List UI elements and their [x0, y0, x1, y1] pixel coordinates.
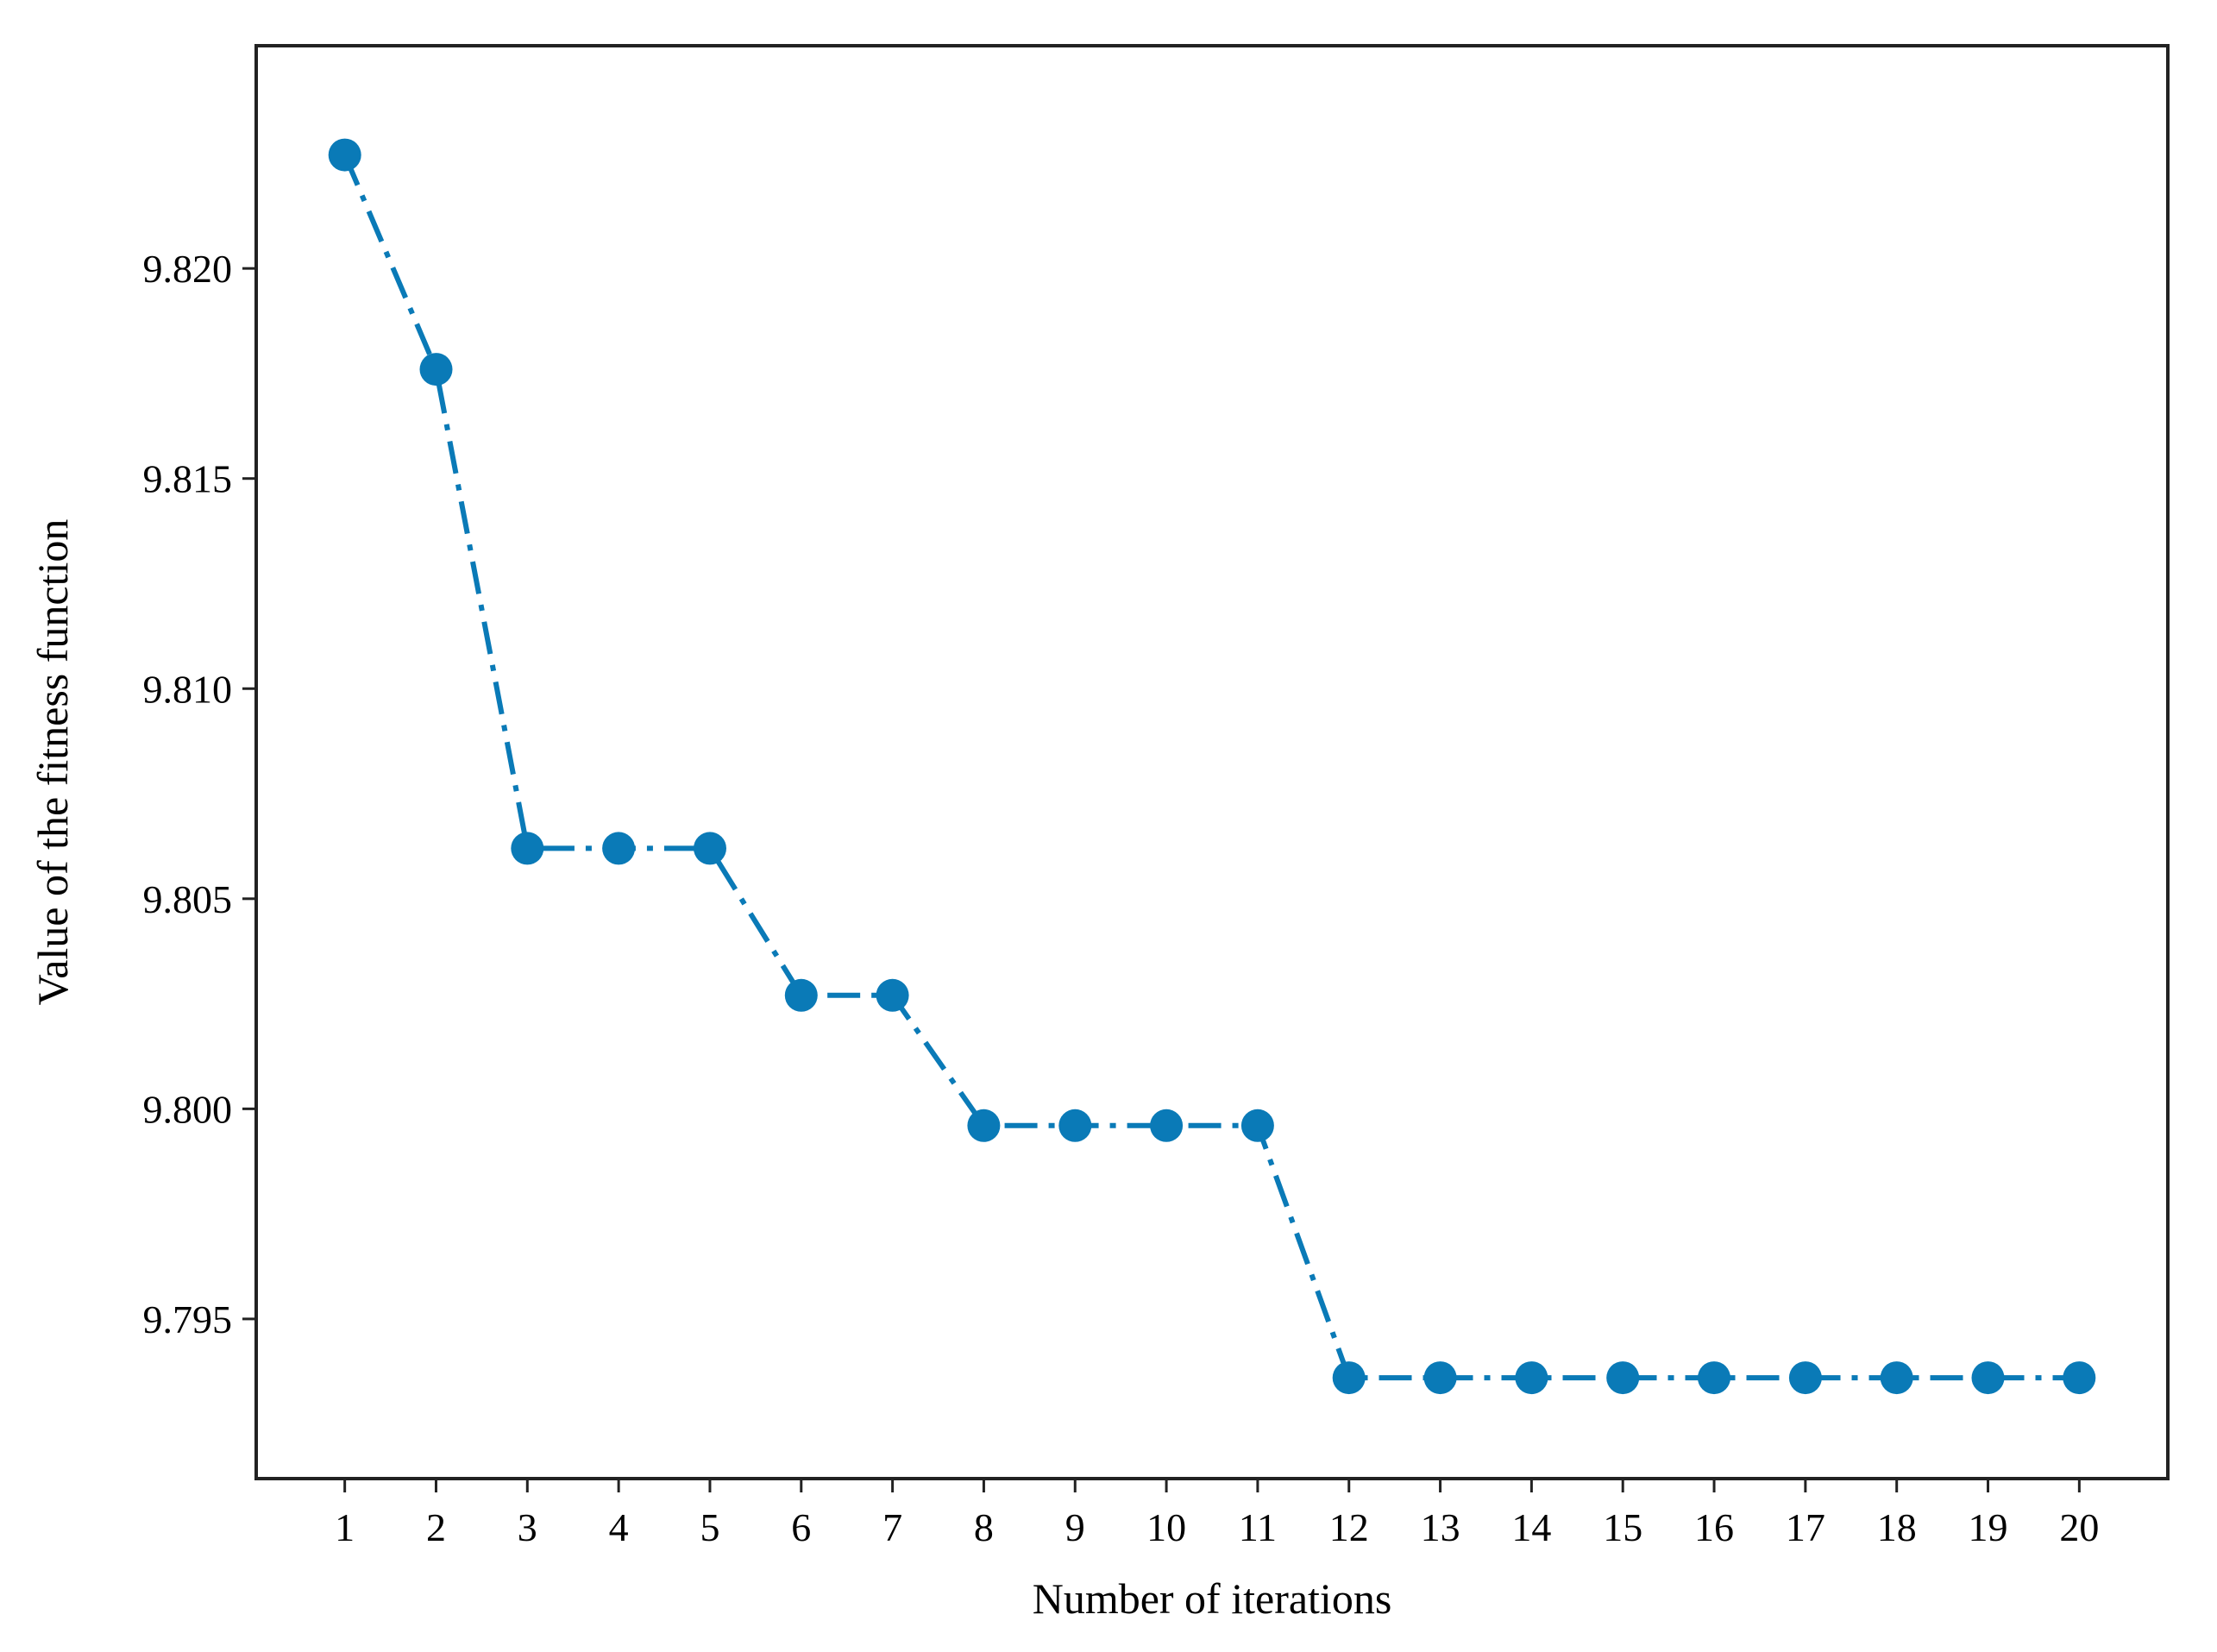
data-point	[1971, 1361, 2005, 1395]
data-point	[1788, 1361, 1822, 1395]
x-tick-label: 17	[1786, 1505, 1825, 1549]
x-tick-label: 15	[1603, 1505, 1642, 1549]
y-tick-label: 9.810	[143, 667, 233, 711]
plot-area-frame	[254, 44, 2170, 1480]
x-tick-label: 1	[335, 1505, 355, 1549]
x-tick-label: 12	[1329, 1505, 1369, 1549]
y-axis-title: Value of the fitness function	[28, 519, 77, 1006]
data-point	[511, 832, 544, 865]
x-axis-title: Number of iterations	[1033, 1574, 1392, 1623]
x-tick-label: 18	[1877, 1505, 1917, 1549]
data-point	[1515, 1361, 1548, 1395]
data-point	[1150, 1109, 1184, 1142]
data-point	[1423, 1361, 1457, 1395]
data-point	[602, 832, 636, 865]
x-tick-label: 13	[1421, 1505, 1460, 1549]
x-tick-label: 6	[791, 1505, 811, 1549]
x-tick-label: 14	[1511, 1505, 1551, 1549]
data-point	[694, 832, 726, 865]
data-point	[1240, 1109, 1274, 1142]
x-axis-ticks: 1 2 3 4 5 6 7 8 9 10 11 12 13 14 15 16 17 18 19 20	[335, 1479, 2099, 1549]
x-tick-label: 8	[974, 1505, 994, 1549]
data-point	[2063, 1361, 2096, 1395]
x-tick-label: 20	[2059, 1505, 2099, 1549]
data-point	[1606, 1361, 1640, 1395]
y-tick-label: 9.820	[143, 247, 233, 291]
data-point	[1332, 1361, 1366, 1395]
y-tick-label: 9.805	[143, 877, 233, 921]
y-tick-label: 9.795	[143, 1297, 233, 1341]
marker-layer	[328, 138, 2096, 1395]
data-point	[328, 138, 361, 172]
y-axis-ticks: 9.795 9.800 9.805 9.810 9.815 9.820	[143, 247, 256, 1341]
data-point	[784, 978, 818, 1012]
data-point	[876, 978, 909, 1012]
x-tick-label: 4	[609, 1505, 629, 1549]
x-tick-label: 7	[882, 1505, 902, 1549]
x-tick-label: 9	[1065, 1505, 1085, 1549]
data-point	[967, 1109, 1001, 1142]
x-tick-label: 19	[1969, 1505, 2008, 1549]
x-tick-label: 5	[700, 1505, 719, 1549]
x-tick-label: 10	[1146, 1505, 1186, 1549]
data-point	[1880, 1361, 1913, 1395]
data-point	[1698, 1361, 1730, 1395]
x-tick-label: 3	[518, 1505, 537, 1549]
x-tick-label: 16	[1694, 1505, 1734, 1549]
x-tick-label: 11	[1239, 1505, 1277, 1549]
data-point	[1058, 1109, 1092, 1142]
data-point	[419, 353, 453, 386]
y-tick-label: 9.815	[143, 457, 233, 501]
x-tick-label: 2	[426, 1505, 446, 1549]
y-tick-label: 9.800	[143, 1087, 233, 1131]
